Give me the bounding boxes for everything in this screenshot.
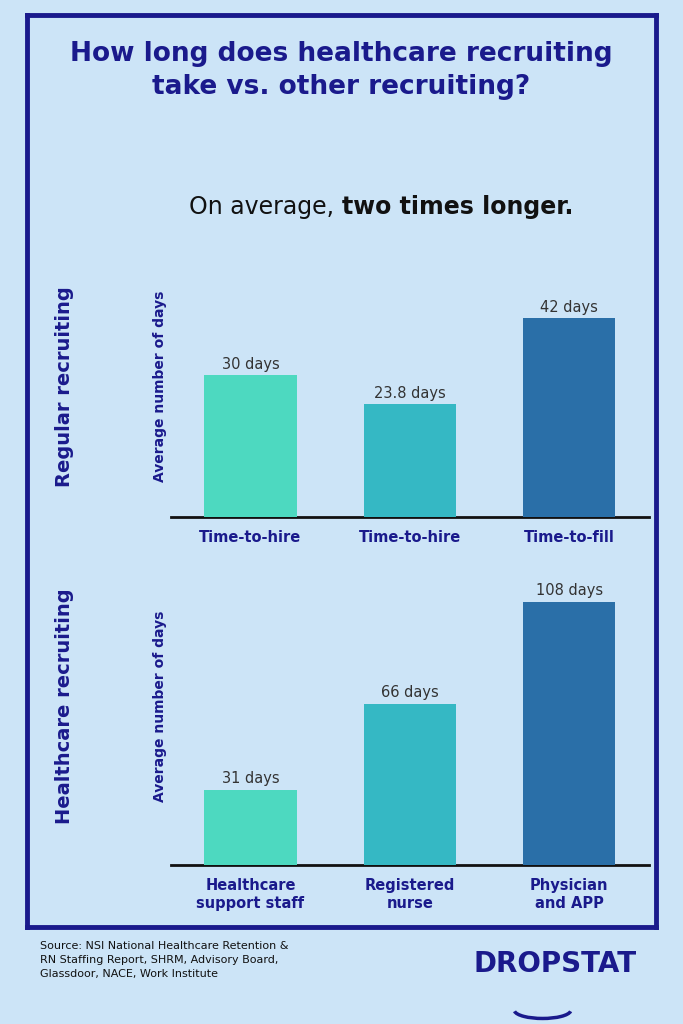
Text: Healthcare recruiting: Healthcare recruiting xyxy=(55,589,74,824)
Text: How long does healthcare recruiting
take vs. other recruiting?: How long does healthcare recruiting take… xyxy=(70,41,613,100)
Y-axis label: Average number of days: Average number of days xyxy=(152,291,167,482)
Text: 66 days: 66 days xyxy=(381,685,438,700)
Text: two times longer.: two times longer. xyxy=(342,195,573,219)
Text: 30 days: 30 days xyxy=(221,356,279,372)
Text: 42 days: 42 days xyxy=(540,300,598,314)
Bar xyxy=(204,790,296,865)
Bar xyxy=(523,317,615,517)
Text: Regular recruiting: Regular recruiting xyxy=(55,286,74,487)
Text: 23.8 days: 23.8 days xyxy=(374,386,446,401)
Text: 108 days: 108 days xyxy=(535,583,602,598)
Bar xyxy=(204,375,296,517)
Bar xyxy=(523,601,615,865)
Text: On average,: On average, xyxy=(189,195,342,219)
Y-axis label: Average number of days: Average number of days xyxy=(152,611,167,802)
Text: Source: NSI National Healthcare Retention &
RN Staffing Report, SHRM, Advisory B: Source: NSI National Healthcare Retentio… xyxy=(40,941,288,979)
Bar xyxy=(363,705,456,865)
Bar xyxy=(363,404,456,517)
Text: DROPSTAT: DROPSTAT xyxy=(474,950,637,978)
Text: 31 days: 31 days xyxy=(221,771,279,786)
